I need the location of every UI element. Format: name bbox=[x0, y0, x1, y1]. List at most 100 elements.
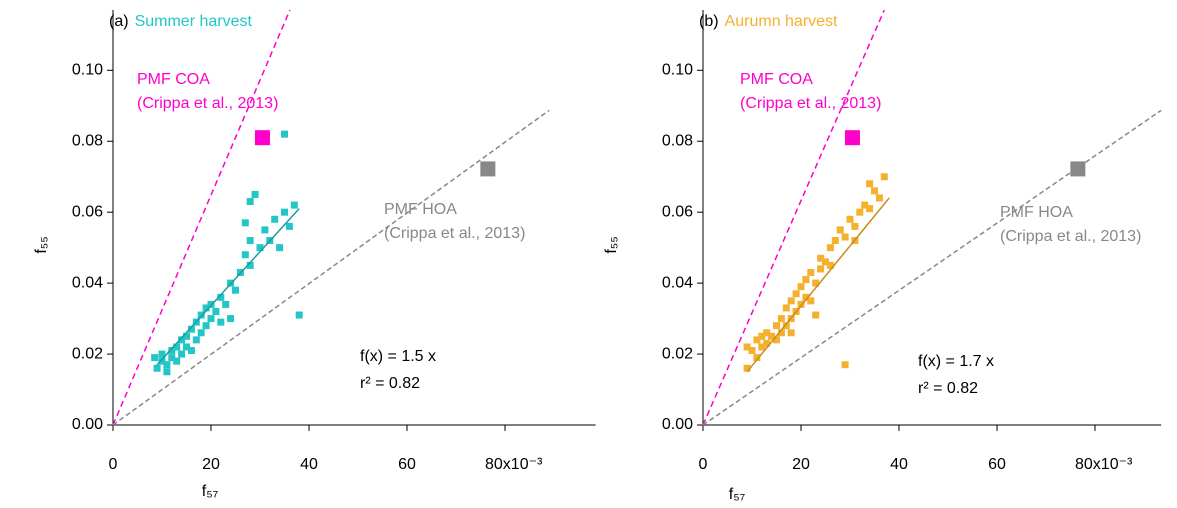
data-point bbox=[153, 364, 161, 372]
data-point bbox=[841, 361, 849, 369]
data-point bbox=[241, 219, 249, 227]
data-point bbox=[276, 244, 284, 252]
x-tick-label: 0 bbox=[109, 456, 118, 473]
y-axis-label: f₅₅ bbox=[603, 236, 620, 253]
reference-point bbox=[254, 130, 270, 146]
y-tick-label: 0.00 bbox=[662, 416, 693, 433]
y-tick-label: 0.10 bbox=[72, 62, 103, 79]
data-point bbox=[861, 201, 869, 209]
data-point bbox=[168, 354, 176, 362]
x-axis-label: f₅₇ bbox=[202, 483, 218, 500]
x-tick-label: 20 bbox=[202, 456, 220, 473]
data-point bbox=[871, 187, 878, 195]
data-point bbox=[178, 336, 186, 344]
data-point bbox=[246, 237, 254, 245]
data-point bbox=[763, 329, 771, 337]
data-point bbox=[787, 297, 795, 305]
panel-label: (a) bbox=[109, 13, 129, 30]
data-point bbox=[782, 322, 790, 330]
data-point bbox=[846, 215, 854, 223]
y-tick-label: 0.06 bbox=[72, 203, 103, 220]
data-point bbox=[836, 226, 844, 234]
x-tick-label: 80x10⁻³ bbox=[1075, 456, 1133, 473]
y-tick-label: 0.04 bbox=[72, 274, 103, 291]
data-point bbox=[168, 347, 176, 355]
reference-line bbox=[702, 9, 885, 426]
data-point bbox=[187, 347, 195, 355]
data-point bbox=[173, 357, 181, 365]
data-point bbox=[183, 332, 190, 340]
data-point bbox=[807, 268, 815, 276]
fit-line bbox=[746, 197, 890, 373]
data-point bbox=[256, 244, 264, 252]
data-point bbox=[807, 297, 815, 305]
data-point bbox=[817, 265, 825, 273]
data-point bbox=[875, 194, 883, 202]
data-point bbox=[880, 173, 888, 181]
data-point bbox=[207, 315, 215, 323]
data-point bbox=[826, 244, 834, 252]
y-axis-label: f₅₅ bbox=[33, 236, 50, 253]
data-point bbox=[802, 276, 810, 284]
data-point bbox=[271, 215, 279, 223]
x-tick-label: 40 bbox=[300, 456, 318, 473]
data-point bbox=[178, 350, 186, 358]
data-point bbox=[817, 254, 825, 262]
fit-equation: f(x) = 1.5 x bbox=[360, 348, 436, 365]
y-tick-label: 0.06 bbox=[662, 203, 693, 220]
data-point bbox=[173, 343, 181, 351]
data-point bbox=[281, 130, 288, 138]
data-point bbox=[773, 336, 780, 344]
data-point bbox=[856, 208, 864, 216]
data-point bbox=[197, 329, 205, 337]
x-tick-label: 40 bbox=[890, 456, 908, 473]
x-tick-label: 20 bbox=[792, 456, 810, 473]
x-axis-label: f₅₇ bbox=[729, 486, 745, 503]
data-point bbox=[768, 332, 776, 340]
x-tick-label: 0 bbox=[699, 456, 708, 473]
data-point bbox=[787, 329, 795, 337]
x-tick-label: 80x10⁻³ bbox=[485, 456, 543, 473]
data-point bbox=[866, 205, 874, 213]
data-point bbox=[748, 347, 756, 355]
fit-r2: r² = 0.82 bbox=[360, 375, 420, 392]
panel-subtitle: Aurumn harvest bbox=[725, 13, 838, 30]
data-point bbox=[773, 322, 780, 330]
data-point bbox=[797, 283, 805, 291]
data-point bbox=[227, 315, 235, 323]
data-point bbox=[851, 222, 859, 230]
panel-label: (b) bbox=[699, 13, 719, 30]
reference-line bbox=[702, 109, 1162, 426]
data-point bbox=[232, 286, 239, 294]
data-point bbox=[183, 343, 190, 351]
data-point bbox=[758, 332, 766, 340]
y-tick-label: 0.00 bbox=[72, 416, 103, 433]
data-point bbox=[261, 226, 269, 234]
reference-label: PMF HOA bbox=[384, 201, 457, 218]
y-tick-label: 0.08 bbox=[662, 132, 693, 149]
y-tick-label: 0.08 bbox=[72, 132, 103, 149]
data-point bbox=[187, 325, 195, 333]
fit-equation: f(x) = 1.7 x bbox=[918, 353, 994, 370]
data-point bbox=[782, 304, 790, 312]
data-point bbox=[826, 261, 834, 269]
data-point bbox=[192, 336, 200, 344]
data-point bbox=[158, 350, 166, 358]
data-point bbox=[777, 315, 785, 323]
y-tick-label: 0.04 bbox=[662, 274, 693, 291]
data-point bbox=[812, 279, 820, 287]
data-point bbox=[246, 261, 254, 269]
data-point bbox=[281, 208, 288, 216]
data-point bbox=[246, 198, 254, 206]
data-point bbox=[866, 180, 874, 188]
data-point bbox=[841, 233, 849, 241]
x-tick-label: 60 bbox=[398, 456, 416, 473]
data-point bbox=[222, 300, 230, 308]
data-point bbox=[777, 329, 785, 337]
y-tick-label: 0.02 bbox=[72, 345, 103, 362]
data-point bbox=[758, 343, 766, 351]
data-point bbox=[163, 361, 171, 369]
data-point bbox=[295, 311, 303, 319]
panel-subtitle: Summer harvest bbox=[135, 13, 253, 30]
reference-citation: (Crippa et al., 2013) bbox=[384, 225, 525, 242]
